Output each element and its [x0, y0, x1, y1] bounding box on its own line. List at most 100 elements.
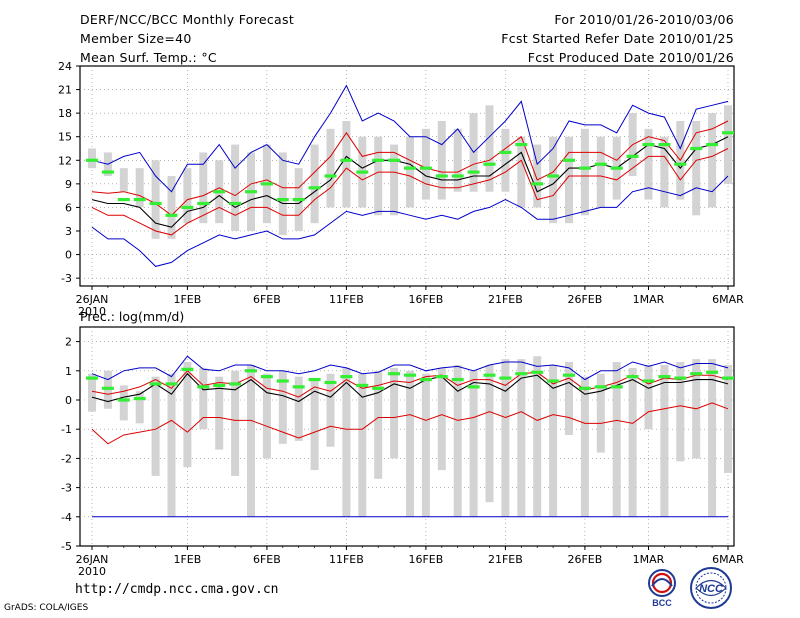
- prec-spread-box: [421, 373, 430, 517]
- prec-spread-box: [676, 362, 685, 462]
- temp-spread-box: [167, 176, 176, 239]
- temp-spread-box: [88, 148, 96, 169]
- prec-ytick-label: -4: [61, 511, 72, 524]
- temp-ytick-label: 24: [58, 60, 72, 73]
- temp-max-line: [91, 84, 729, 193]
- prec-xtick-label: 6MAR: [712, 553, 744, 566]
- temp-spread-box: [660, 136, 669, 208]
- prec-spread-box: [278, 370, 287, 444]
- prec-spread-box: [724, 364, 732, 473]
- prec-spread-box: [437, 367, 446, 471]
- temp-spread-box: [708, 113, 717, 208]
- prec-spread-box: [628, 367, 637, 517]
- prec-panel-title: Prec.: log(mm/d): [80, 309, 184, 324]
- prec-spread-box: [310, 379, 319, 471]
- prec-spread-box: [294, 376, 303, 441]
- temp-ytick-label: 12: [58, 154, 72, 167]
- prec-spread-box: [612, 362, 621, 517]
- header-title: DERF/NCC/BCC Monthly Forecast: [80, 12, 295, 27]
- prec-xtick-label: 16FEB: [408, 553, 443, 566]
- temp-ytick-label: 21: [58, 84, 72, 97]
- prec-spread-box: [708, 359, 717, 517]
- prec-ytick-label: -3: [61, 482, 72, 495]
- prec-spread-box: [660, 364, 669, 517]
- temp-min-line: [91, 175, 729, 267]
- temp-spread-box: [501, 128, 510, 192]
- header-member-size: Member Size=40: [80, 31, 192, 46]
- temp-spread-box: [517, 136, 526, 208]
- header-start-date: Fcst Started Refer Date 2010/01/25: [501, 31, 734, 46]
- ncc-logo-text: NCC: [699, 583, 724, 595]
- temp-spread-box: [199, 152, 208, 224]
- prec-spread-box: [151, 376, 160, 476]
- temp-ytick-label: 0: [65, 249, 72, 262]
- temp-spread-box: [151, 160, 160, 239]
- grads-credit: GrADS: COLA/IGES: [4, 603, 89, 613]
- temp-spread-box: [565, 136, 573, 224]
- footer-url[interactable]: http://cmdp.ncc.cma.gov.cn: [75, 582, 279, 597]
- temp-median-line: [91, 136, 729, 228]
- temp-ytick-label: 3: [65, 225, 72, 238]
- prec-lower-spread-line: [91, 402, 729, 445]
- temp-spread-box: [390, 144, 399, 216]
- prec-ytick-label: -1: [61, 423, 72, 436]
- prec-spread-box: [565, 362, 573, 436]
- temp-spread-box: [326, 128, 335, 208]
- temp-spread-box: [278, 152, 287, 235]
- prec-spread-box: [342, 367, 351, 517]
- prec-max-line: [91, 355, 729, 381]
- prec-spread-box: [533, 356, 542, 517]
- temp-spread-box: [342, 121, 351, 208]
- prec-spread-box: [596, 373, 605, 453]
- temp-spread-box: [533, 144, 542, 208]
- prec-xtick-label: 1MAR: [633, 553, 665, 566]
- temp-xtick-label: 1FEB: [173, 293, 201, 306]
- prec-spread-box: [199, 367, 208, 430]
- prec-spread-box: [644, 364, 653, 430]
- temp-xtick-label: 6FEB: [253, 293, 281, 306]
- temp-lower-spread-line: [91, 148, 729, 236]
- temp-spread-box: [644, 128, 653, 200]
- prec-spread-box: [453, 364, 462, 517]
- header-produced-date: Fcst Produced Date 2010/01/26: [527, 50, 734, 65]
- temp-spread-box: [453, 128, 462, 192]
- prec-xtick-label: 26JAN: [76, 553, 109, 566]
- temp-ytick-label: 15: [58, 131, 72, 144]
- prec-ytick-label: -2: [61, 452, 72, 465]
- temp-ytick-label: -3: [61, 272, 72, 285]
- prec-xtick-label: 21FEB: [488, 553, 523, 566]
- temp-spread-box: [596, 136, 605, 208]
- temp-year-label: 2010: [78, 305, 106, 318]
- prec-spread-box: [215, 376, 224, 450]
- temp-spread-box: [421, 128, 430, 200]
- prec-xtick-label: 1FEB: [173, 553, 201, 566]
- header-variable: Mean Surf. Temp.: °C: [80, 50, 217, 65]
- prec-spread-box: [167, 373, 176, 517]
- temp-xtick-label: 21FEB: [488, 293, 523, 306]
- prec-spread-box: [326, 373, 335, 447]
- prec-spread-box: [406, 370, 414, 517]
- prec-spread-box: [119, 385, 128, 421]
- temp-xtick-label: 6MAR: [712, 293, 744, 306]
- temp-xtick-label: 26JAN: [76, 293, 109, 306]
- temp-xtick-label: 16FEB: [408, 293, 443, 306]
- prec-spread-box: [135, 391, 144, 424]
- temp-xtick-label: 1MAR: [633, 293, 665, 306]
- temp-spread-box: [135, 168, 144, 208]
- ncc-logo: NCC: [690, 567, 732, 609]
- temp-spread-box: [231, 144, 240, 231]
- prec-year-label: 2010: [78, 565, 106, 578]
- temp-ytick-label: 9: [65, 178, 72, 191]
- prec-plot-frame: [79, 326, 735, 547]
- prec-spread-box: [580, 376, 589, 517]
- prec-ytick-label: 0: [65, 394, 72, 407]
- prec-spread-box: [262, 373, 271, 459]
- prec-ytick-label: -5: [61, 540, 72, 553]
- bcc-logo-text: BCC: [652, 598, 672, 608]
- temp-spread-box: [119, 168, 128, 192]
- temp-spread-box: [580, 128, 589, 216]
- temp-spread-box: [310, 144, 319, 224]
- prec-spread-box: [231, 370, 240, 476]
- prec-spread-box: [501, 359, 510, 517]
